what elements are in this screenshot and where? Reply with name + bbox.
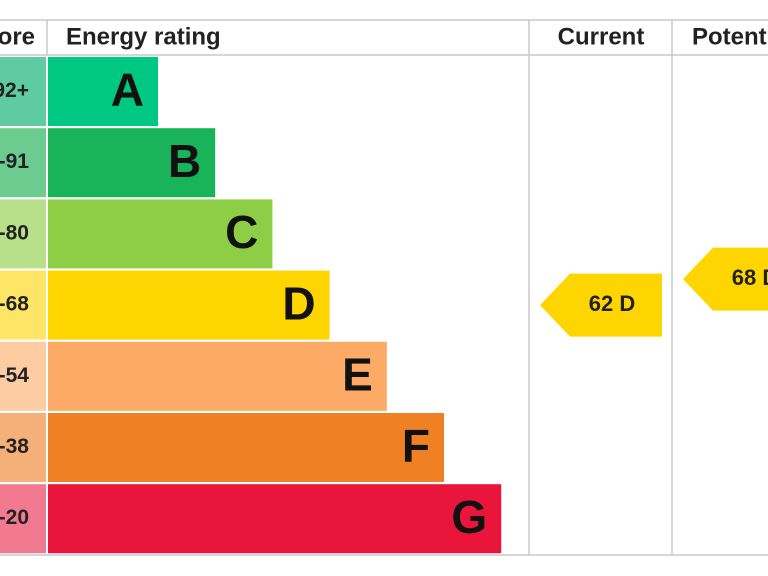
- potential-header: Potential: [692, 23, 768, 50]
- score-cell: [0, 341, 46, 411]
- rating-letter: D: [282, 277, 315, 329]
- rating-letter: F: [402, 420, 430, 472]
- score-range: 69-80: [0, 221, 29, 244]
- score-cell: [0, 128, 46, 198]
- score-cell: [0, 413, 46, 482]
- rating-letter: C: [225, 206, 258, 258]
- score-header: Score: [0, 23, 35, 50]
- score-range: 55-68: [0, 293, 29, 316]
- current-header: Current: [558, 23, 645, 50]
- rating-bar: [48, 199, 273, 269]
- rating-bar: [48, 341, 387, 411]
- current-label: 62 D: [589, 291, 635, 316]
- rating-bar: [48, 57, 158, 126]
- rating-bar: [48, 484, 502, 554]
- rating-bar: [48, 128, 216, 198]
- score-range: 92+: [0, 79, 29, 102]
- rating-header: Energy rating: [66, 23, 221, 50]
- score-range: 39-54: [0, 364, 29, 387]
- rating-letter: A: [111, 64, 144, 116]
- score-cell: [0, 199, 46, 269]
- rating-letter: G: [451, 491, 487, 543]
- score-range: 1-20: [0, 506, 29, 529]
- rating-bar: [48, 270, 330, 340]
- score-range: 81-91: [0, 150, 29, 173]
- rating-letter: E: [342, 348, 373, 400]
- score-cell: [0, 484, 46, 554]
- score-cell: [0, 270, 46, 340]
- current-arrow: [540, 273, 662, 337]
- rating-letter: B: [168, 135, 201, 187]
- rating-bar: [48, 413, 444, 482]
- score-cell: [0, 57, 46, 126]
- score-range: 21-38: [0, 435, 29, 458]
- potential-label: 68 D: [732, 265, 768, 290]
- potential-arrow: [683, 247, 768, 311]
